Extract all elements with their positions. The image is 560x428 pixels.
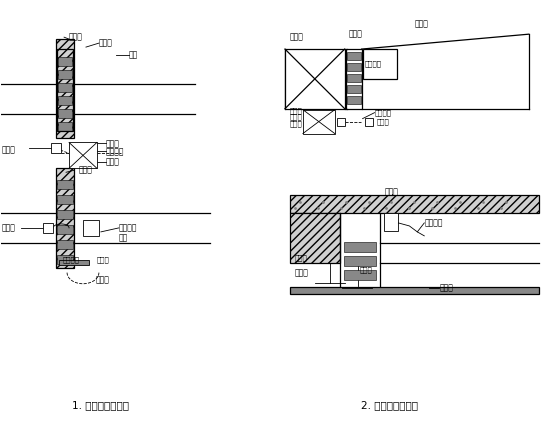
Text: 复位手柄: 复位手柄 — [63, 256, 80, 263]
Bar — [285, 49, 344, 109]
Text: 防火墙: 防火墙 — [69, 33, 83, 42]
Text: 开手柄: 开手柄 — [290, 107, 303, 114]
Bar — [344, 242, 376, 252]
Bar — [59, 260, 89, 265]
Bar — [57, 49, 73, 131]
Text: 检查口: 检查口 — [97, 256, 110, 263]
Text: 开手柄: 开手柄 — [360, 266, 372, 273]
Bar — [57, 195, 73, 204]
Bar — [344, 270, 376, 279]
Text: 2. 排烟阀安装方法: 2. 排烟阀安装方法 — [361, 400, 418, 410]
Bar — [56, 168, 74, 268]
Text: 1. 防火阀安装方法: 1. 防火阀安装方法 — [72, 400, 129, 410]
Bar — [58, 83, 72, 92]
Bar — [57, 255, 73, 264]
Text: 防火墙: 防火墙 — [79, 166, 93, 175]
Bar — [58, 70, 72, 79]
Bar — [58, 96, 72, 105]
Bar — [58, 122, 72, 131]
Text: 排烟阀: 排烟阀 — [349, 30, 362, 39]
Text: 接线盒: 接线盒 — [1, 223, 15, 232]
Text: 检修口: 检修口 — [439, 283, 453, 292]
Bar — [347, 52, 361, 60]
Bar — [290, 195, 539, 213]
Bar — [344, 256, 376, 266]
Bar — [58, 57, 72, 66]
Bar — [57, 180, 73, 189]
Text: 风道: 风道 — [119, 233, 128, 242]
Bar — [51, 143, 61, 153]
Text: 排烟道: 排烟道 — [414, 20, 428, 29]
Text: 驱动部分: 驱动部分 — [365, 61, 381, 67]
Bar — [365, 118, 372, 125]
Text: 排烟口: 排烟口 — [295, 268, 309, 277]
Bar — [337, 118, 344, 125]
Bar — [58, 109, 72, 118]
Bar — [347, 63, 361, 71]
Text: 金属软管: 金属软管 — [424, 218, 443, 227]
Text: 检修口: 检修口 — [106, 158, 120, 167]
Text: 检查口: 检查口 — [106, 139, 120, 148]
Text: 风道: 风道 — [129, 51, 138, 59]
Bar — [362, 49, 398, 79]
Text: 接线盒: 接线盒 — [1, 145, 15, 154]
Text: 关手柄: 关手柄 — [290, 113, 303, 120]
Text: 接线盒: 接线盒 — [385, 187, 398, 196]
Text: 金属软管: 金属软管 — [375, 110, 391, 116]
Text: 防火阀: 防火阀 — [99, 39, 113, 48]
Bar — [83, 220, 99, 236]
Bar — [347, 74, 361, 82]
Bar — [347, 96, 361, 104]
Bar — [347, 85, 361, 93]
Text: 关手柄: 关手柄 — [295, 254, 307, 261]
Bar — [57, 240, 73, 249]
Text: 接线盒: 接线盒 — [376, 118, 389, 125]
Bar — [56, 39, 74, 139]
Bar — [43, 223, 53, 233]
Bar — [385, 213, 398, 231]
Bar — [290, 286, 539, 294]
Text: 检修口: 检修口 — [96, 275, 110, 284]
Text: 检查口: 检查口 — [290, 120, 303, 127]
Text: 金属软管: 金属软管 — [106, 147, 124, 156]
Bar — [69, 143, 97, 168]
Bar — [290, 213, 340, 263]
Text: 金属软管: 金属软管 — [119, 223, 137, 232]
Bar — [303, 110, 335, 134]
Bar — [57, 225, 73, 234]
Text: 排烟口: 排烟口 — [290, 33, 304, 42]
Bar — [346, 49, 362, 109]
Bar — [57, 210, 73, 219]
